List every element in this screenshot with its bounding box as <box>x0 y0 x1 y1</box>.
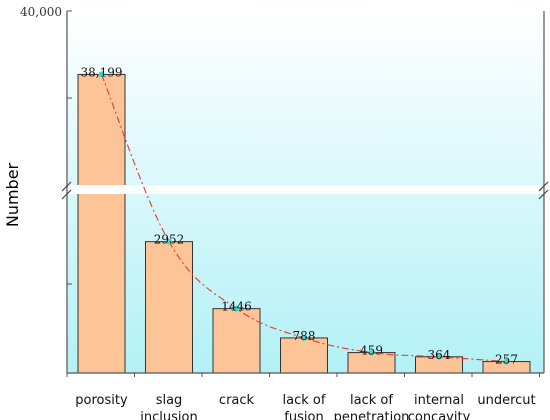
data-label: 364 <box>428 348 451 362</box>
axis-break-mark <box>61 181 72 192</box>
bar <box>145 241 193 374</box>
bar <box>77 73 126 374</box>
axis-break-mark <box>538 181 549 192</box>
bar <box>280 337 328 374</box>
trend-marker <box>166 238 172 245</box>
category-label: slag <box>156 393 183 408</box>
data-label: 788 <box>293 329 316 343</box>
trend-marker <box>301 334 307 341</box>
trend-marker <box>368 349 375 356</box>
axes-layer <box>61 10 549 377</box>
trend-layer <box>98 71 510 365</box>
category-label: fusion <box>284 410 323 420</box>
data-label: 257 <box>495 353 518 367</box>
category-label: lack of <box>350 393 393 408</box>
category-label: undercut <box>477 393 535 408</box>
bar <box>212 308 261 374</box>
labels-layer: 38,199 porosity 2952 slag inclusion 1446 crack… <box>75 65 535 420</box>
trend-marker <box>503 358 510 365</box>
category-label: internal <box>414 393 464 408</box>
category-label: concavity <box>408 410 471 420</box>
data-label: 459 <box>360 344 383 358</box>
data-label: 38,199 <box>81 65 123 79</box>
axis-break-mark <box>61 189 72 200</box>
category-label: porosity <box>75 393 128 408</box>
axis-break-mark <box>538 189 549 200</box>
trend-marker <box>436 353 442 360</box>
category-label: inclusion <box>140 410 197 420</box>
trend-marker <box>98 71 105 78</box>
data-label: 2952 <box>154 233 185 247</box>
category-label: penetration <box>334 410 410 420</box>
category-label: lack of <box>283 393 326 408</box>
data-label: 1446 <box>221 300 252 314</box>
trend-marker <box>233 305 240 312</box>
trend-line <box>100 74 507 363</box>
axis-break-gap <box>62 185 548 194</box>
category-label: crack <box>219 393 255 408</box>
y-tick-label-top: 40,000 <box>20 5 62 19</box>
y-axis-title: Number <box>3 162 22 227</box>
